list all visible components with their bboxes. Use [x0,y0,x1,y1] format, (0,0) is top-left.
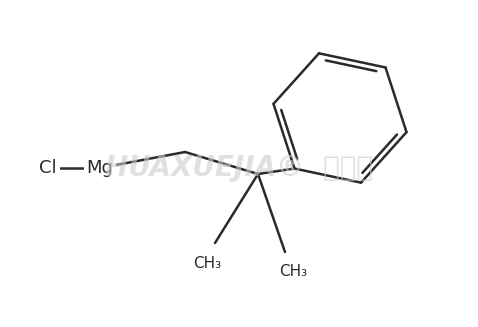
Text: CH₃: CH₃ [193,256,221,271]
Text: Mg: Mg [87,159,113,177]
Text: HUAXUEJIA®  化学加: HUAXUEJIA® 化学加 [105,154,373,182]
Text: CH₃: CH₃ [279,264,307,279]
Text: Cl: Cl [39,159,57,177]
